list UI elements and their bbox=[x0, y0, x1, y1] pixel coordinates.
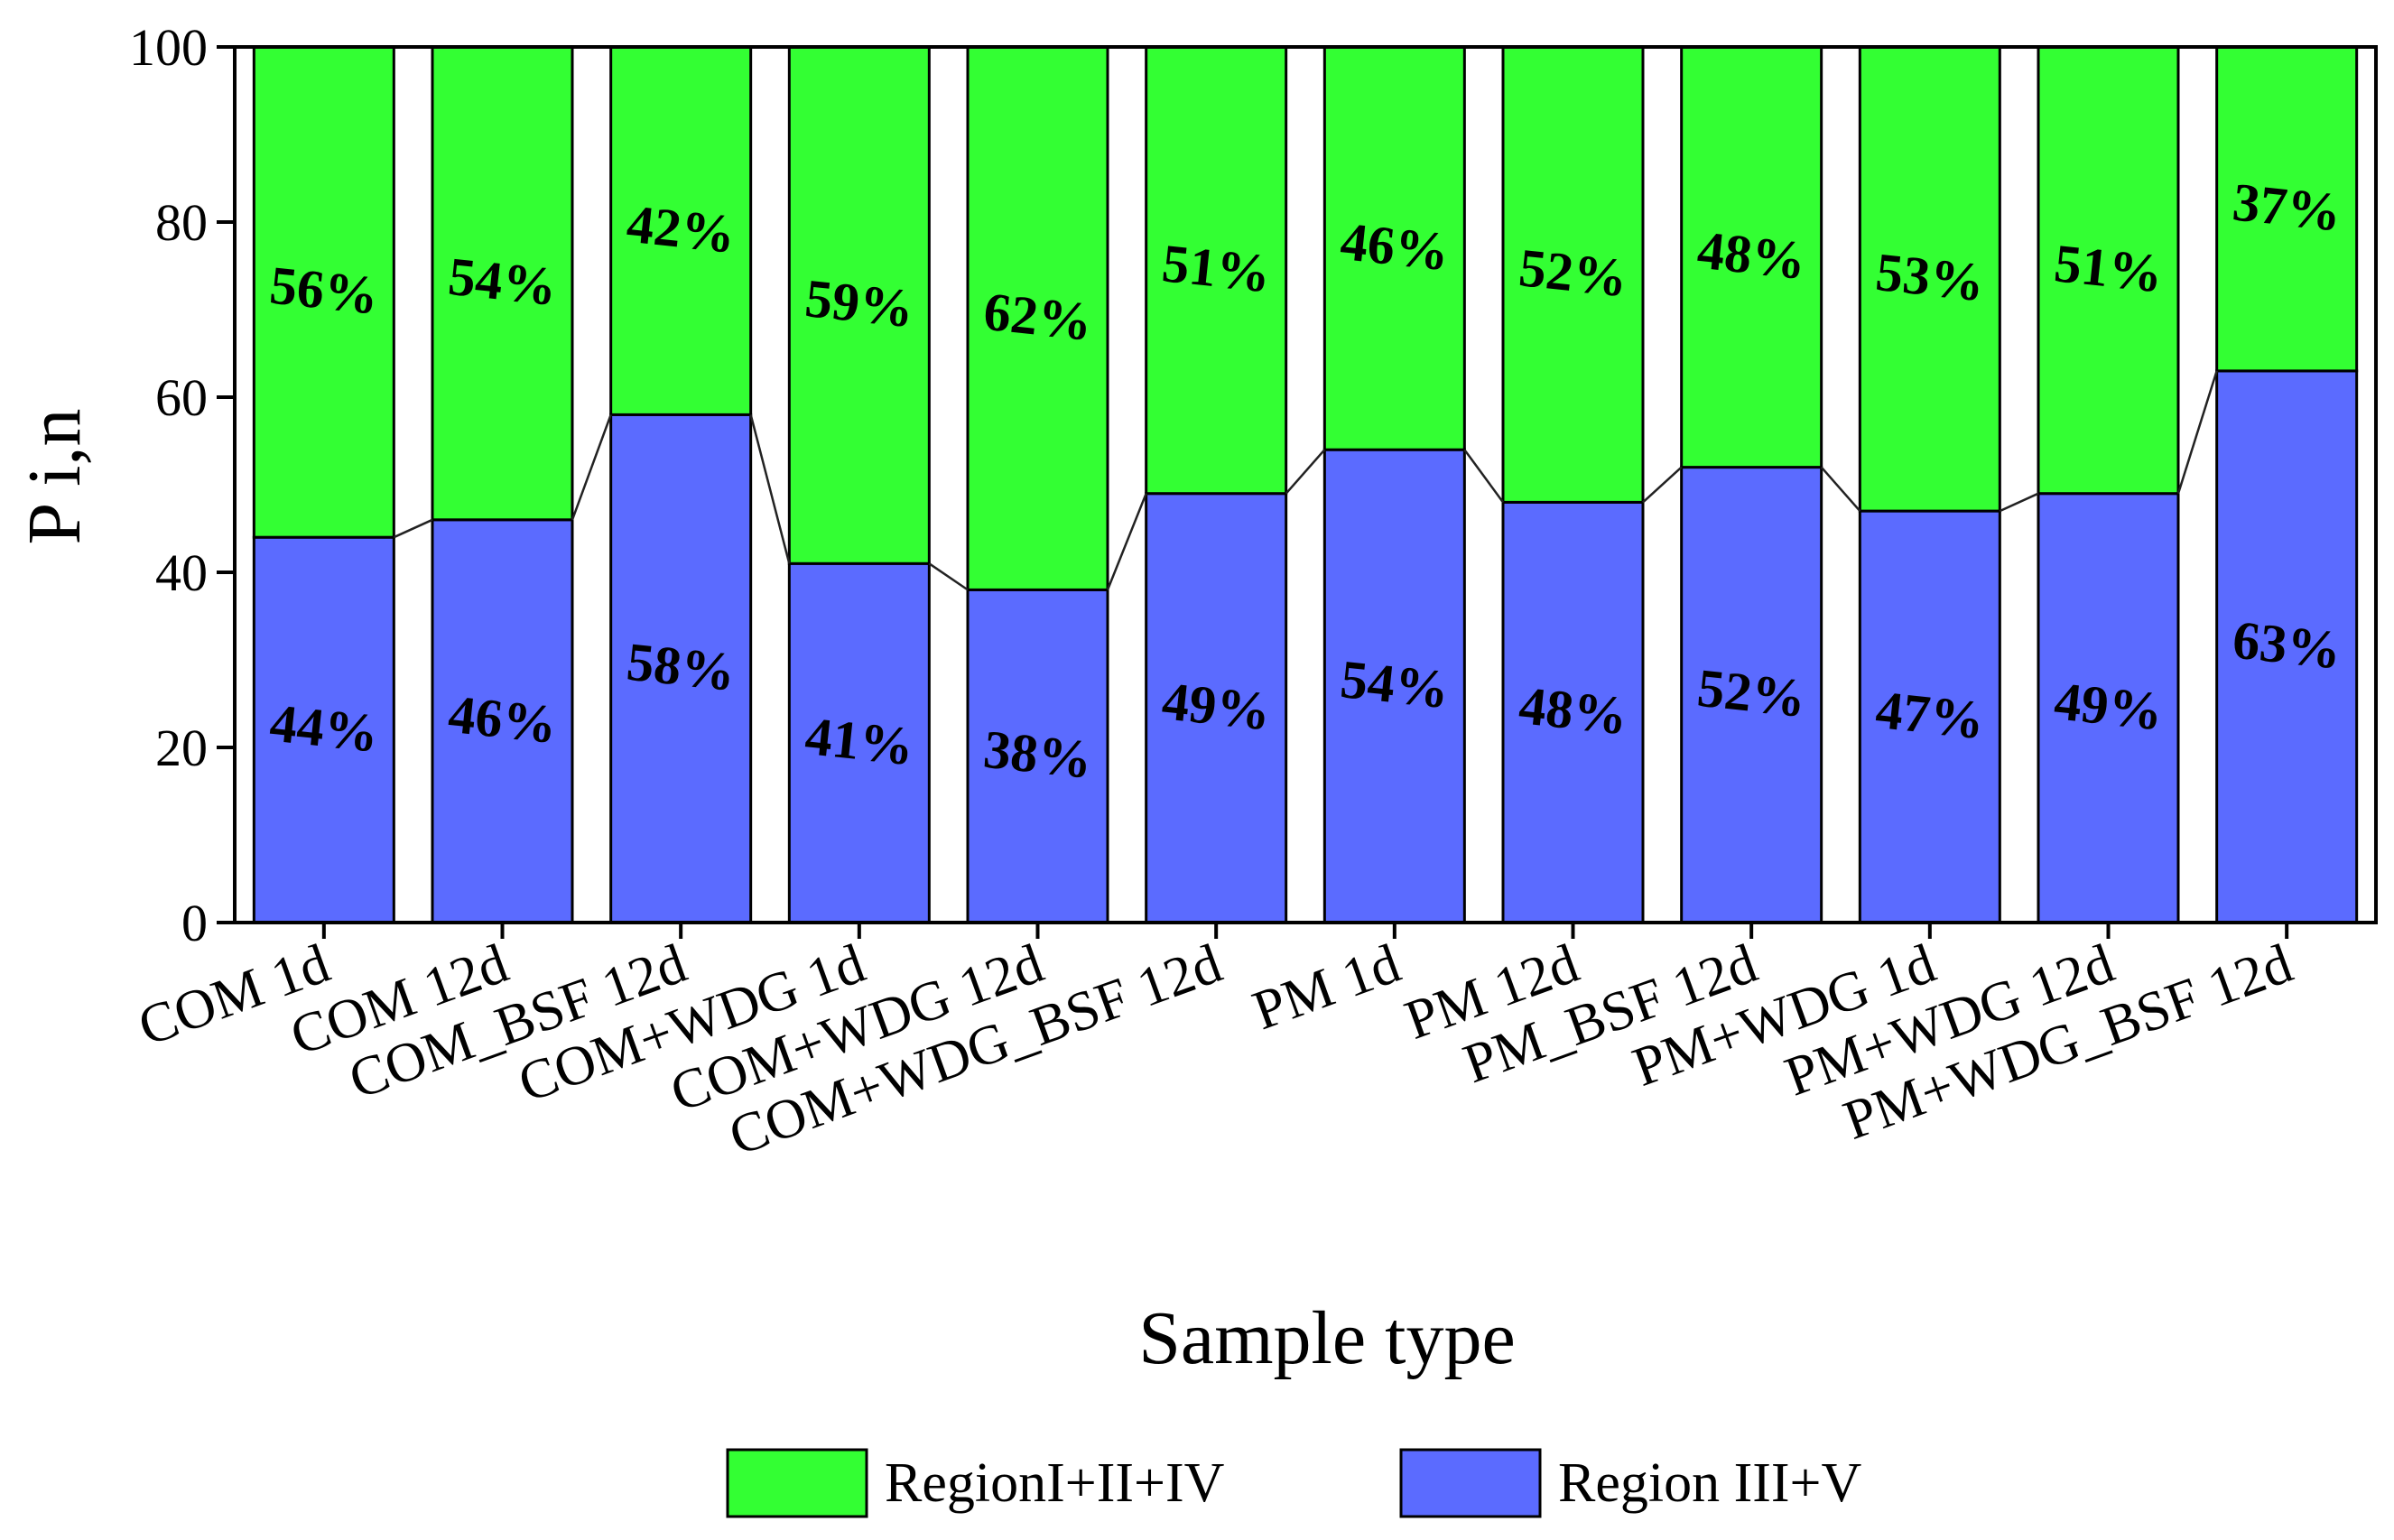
connector-line bbox=[1820, 466, 1861, 512]
data-label-region-iii-v-pm-wdg-bsf-12d: 63% bbox=[2230, 609, 2343, 680]
connectors-layer bbox=[393, 370, 2218, 591]
plot-frame bbox=[233, 45, 2378, 924]
bar-region-iii-v-pm-wdg-12d bbox=[2037, 492, 2180, 924]
data-label-regioni-ii-iv-pm-wdg-bsf-12d: 37% bbox=[2230, 172, 2343, 242]
legend-swatch-region-i-ii-iv bbox=[726, 1448, 868, 1518]
bar-regioni-ii-iv-com-wdg-bsf-12d bbox=[1145, 45, 1288, 496]
bar-regioni-ii-iv-com-12d bbox=[431, 45, 574, 522]
bar-region-iii-v-pm-1d bbox=[1322, 448, 1466, 924]
data-label-regioni-ii-iv-com-wdg-1d: 59% bbox=[803, 268, 916, 339]
connector-line bbox=[393, 518, 433, 539]
connector-line bbox=[1642, 466, 1683, 504]
legend: RegionI+II+IV Region III+V bbox=[726, 1448, 1862, 1518]
legend-swatch-region-iii-v bbox=[1399, 1448, 1542, 1518]
data-label-region-iii-v-com-wdg-bsf-12d: 49% bbox=[1159, 671, 1273, 741]
connector-line bbox=[1999, 492, 2039, 513]
connector-line bbox=[571, 413, 612, 521]
data-label-regioni-ii-iv-com-wdg-12d: 62% bbox=[981, 282, 1095, 352]
bar-regioni-ii-iv-com-wdg-1d bbox=[787, 45, 931, 565]
data-label-regioni-ii-iv-pm-1d: 46% bbox=[1338, 211, 1452, 282]
data-label-regioni-ii-iv-com-12d: 54% bbox=[446, 246, 560, 317]
data-label-region-iii-v-com-12d: 46% bbox=[446, 684, 560, 755]
connector-line bbox=[1285, 449, 1326, 495]
data-label-regioni-ii-iv-com-bsf-12d: 42% bbox=[624, 194, 738, 264]
data-label-region-iii-v-pm-12d: 48% bbox=[1517, 675, 1630, 746]
data-label-region-iii-v-pm-wdg-12d: 49% bbox=[2052, 671, 2166, 741]
data-label-region-iii-v-com-1d: 44% bbox=[267, 693, 381, 764]
connector-line bbox=[1106, 493, 1147, 590]
data-label-region-iii-v-com-wdg-1d: 41% bbox=[803, 706, 916, 776]
y-axis-title: P i,n bbox=[13, 409, 97, 545]
bar-regioni-ii-iv-com-1d bbox=[252, 45, 395, 539]
bar-regioni-ii-iv-pm-12d bbox=[1501, 45, 1645, 504]
bar-region-iii-v-pm-12d bbox=[1501, 500, 1645, 924]
bar-region-iii-v-pm-bsf-12d bbox=[1680, 466, 1823, 924]
bar-regioni-ii-iv-com-wdg-12d bbox=[966, 45, 1109, 591]
legend-label-region-iii-v: Region III+V bbox=[1558, 1452, 1862, 1514]
data-label-regioni-ii-iv-com-1d: 56% bbox=[267, 255, 381, 326]
data-label-regioni-ii-iv-com-wdg-bsf-12d: 51% bbox=[1159, 233, 1273, 303]
bar-region-iii-v-pm-wdg-1d bbox=[1858, 509, 2001, 924]
bar-region-iii-v-pm-wdg-bsf-12d bbox=[2215, 369, 2359, 924]
bar-regioni-ii-iv-pm-bsf-12d bbox=[1680, 45, 1823, 469]
y-tick-label-100: 100 bbox=[129, 18, 208, 77]
y-tick-label-80: 80 bbox=[155, 193, 208, 252]
bar-region-iii-v-com-wdg-bsf-12d bbox=[1145, 492, 1288, 924]
labels-layer: 44% 56% 46% 54% 58% 42% 41% 59% 38% 62% 49% 51% 54% 4… bbox=[267, 172, 2344, 789]
data-label-regioni-ii-iv-pm-bsf-12d: 48% bbox=[1694, 220, 1808, 291]
bar-regioni-ii-iv-pm-wdg-bsf-12d bbox=[2215, 45, 2359, 373]
x-tick-label-pm-1d: PM 1d bbox=[1245, 932, 1407, 1042]
bar-region-iii-v-com-bsf-12d bbox=[609, 413, 753, 924]
y-tick-label-60: 60 bbox=[155, 368, 208, 427]
data-label-regioni-ii-iv-pm-wdg-1d: 53% bbox=[1873, 242, 1987, 312]
bars-layer bbox=[252, 45, 2359, 924]
data-label-region-iii-v-com-wdg-12d: 38% bbox=[981, 719, 1095, 790]
bar-regioni-ii-iv-pm-wdg-1d bbox=[1858, 45, 2001, 513]
data-label-regioni-ii-iv-pm-12d: 52% bbox=[1517, 237, 1630, 308]
data-label-region-iii-v-pm-wdg-1d: 47% bbox=[1873, 680, 1987, 750]
y-tick-label-0: 0 bbox=[181, 894, 208, 952]
connector-line bbox=[749, 414, 791, 564]
connector-line bbox=[928, 562, 969, 591]
legend-label-region-i-ii-iv: RegionI+II+IV bbox=[885, 1452, 1225, 1514]
data-label-regioni-ii-iv-pm-wdg-12d: 51% bbox=[2052, 233, 2166, 303]
y-tick-label-20: 20 bbox=[155, 719, 208, 777]
bar-regioni-ii-iv-com-bsf-12d bbox=[609, 45, 753, 416]
x-axis-title: Sample type bbox=[1138, 1296, 1516, 1380]
data-label-region-iii-v-pm-bsf-12d: 52% bbox=[1694, 658, 1808, 728]
y-tick-label-40: 40 bbox=[155, 543, 208, 602]
bar-region-iii-v-com-1d bbox=[252, 535, 395, 924]
connector-line bbox=[1463, 449, 1505, 504]
data-label-region-iii-v-pm-1d: 54% bbox=[1338, 649, 1452, 719]
connector-line bbox=[2176, 370, 2218, 495]
data-label-region-iii-v-com-bsf-12d: 58% bbox=[624, 632, 738, 702]
